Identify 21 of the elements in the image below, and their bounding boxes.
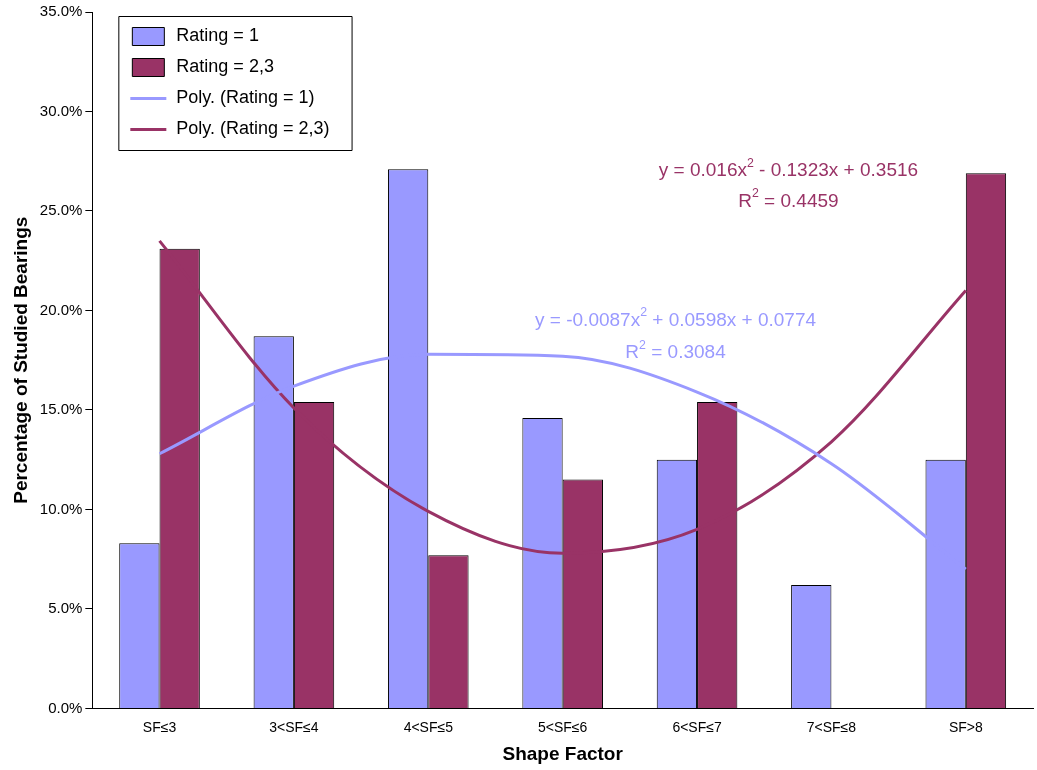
legend-label: Rating = 2,3 <box>176 56 274 77</box>
y-tick-label: 30.0% <box>39 101 83 119</box>
x-tick-label: 7<SF≤8 <box>806 718 857 735</box>
legend-label: Rating = 1 <box>176 25 259 46</box>
y-tick-label: 25.0% <box>39 201 83 219</box>
x-tick-label: SF≤3 <box>142 718 177 735</box>
y-axis-title: Percentage of Studied Bearings <box>9 216 31 504</box>
y-tick-label: 15.0% <box>39 400 83 418</box>
x-tick-label: 4<SF≤5 <box>403 718 454 735</box>
y-tick-label: 10.0% <box>39 499 83 517</box>
legend-label: Poly. (Rating = 2,3) <box>176 118 330 139</box>
x-tick-label: SF>8 <box>948 718 983 735</box>
y-tick-label: 5.0% <box>48 599 83 617</box>
legend-label: Poly. (Rating = 1) <box>176 87 315 108</box>
y-tick-label: 35.0% <box>39 2 83 20</box>
y-tick-label: 20.0% <box>39 300 83 318</box>
x-axis-title: Shape Factor <box>502 742 624 764</box>
x-tick-label: 3<SF≤4 <box>269 718 319 735</box>
x-tick-label: 5<SF≤6 <box>538 718 588 735</box>
x-tick-label: 6<SF≤7 <box>672 718 722 735</box>
y-tick-label: 0.0% <box>48 698 83 716</box>
